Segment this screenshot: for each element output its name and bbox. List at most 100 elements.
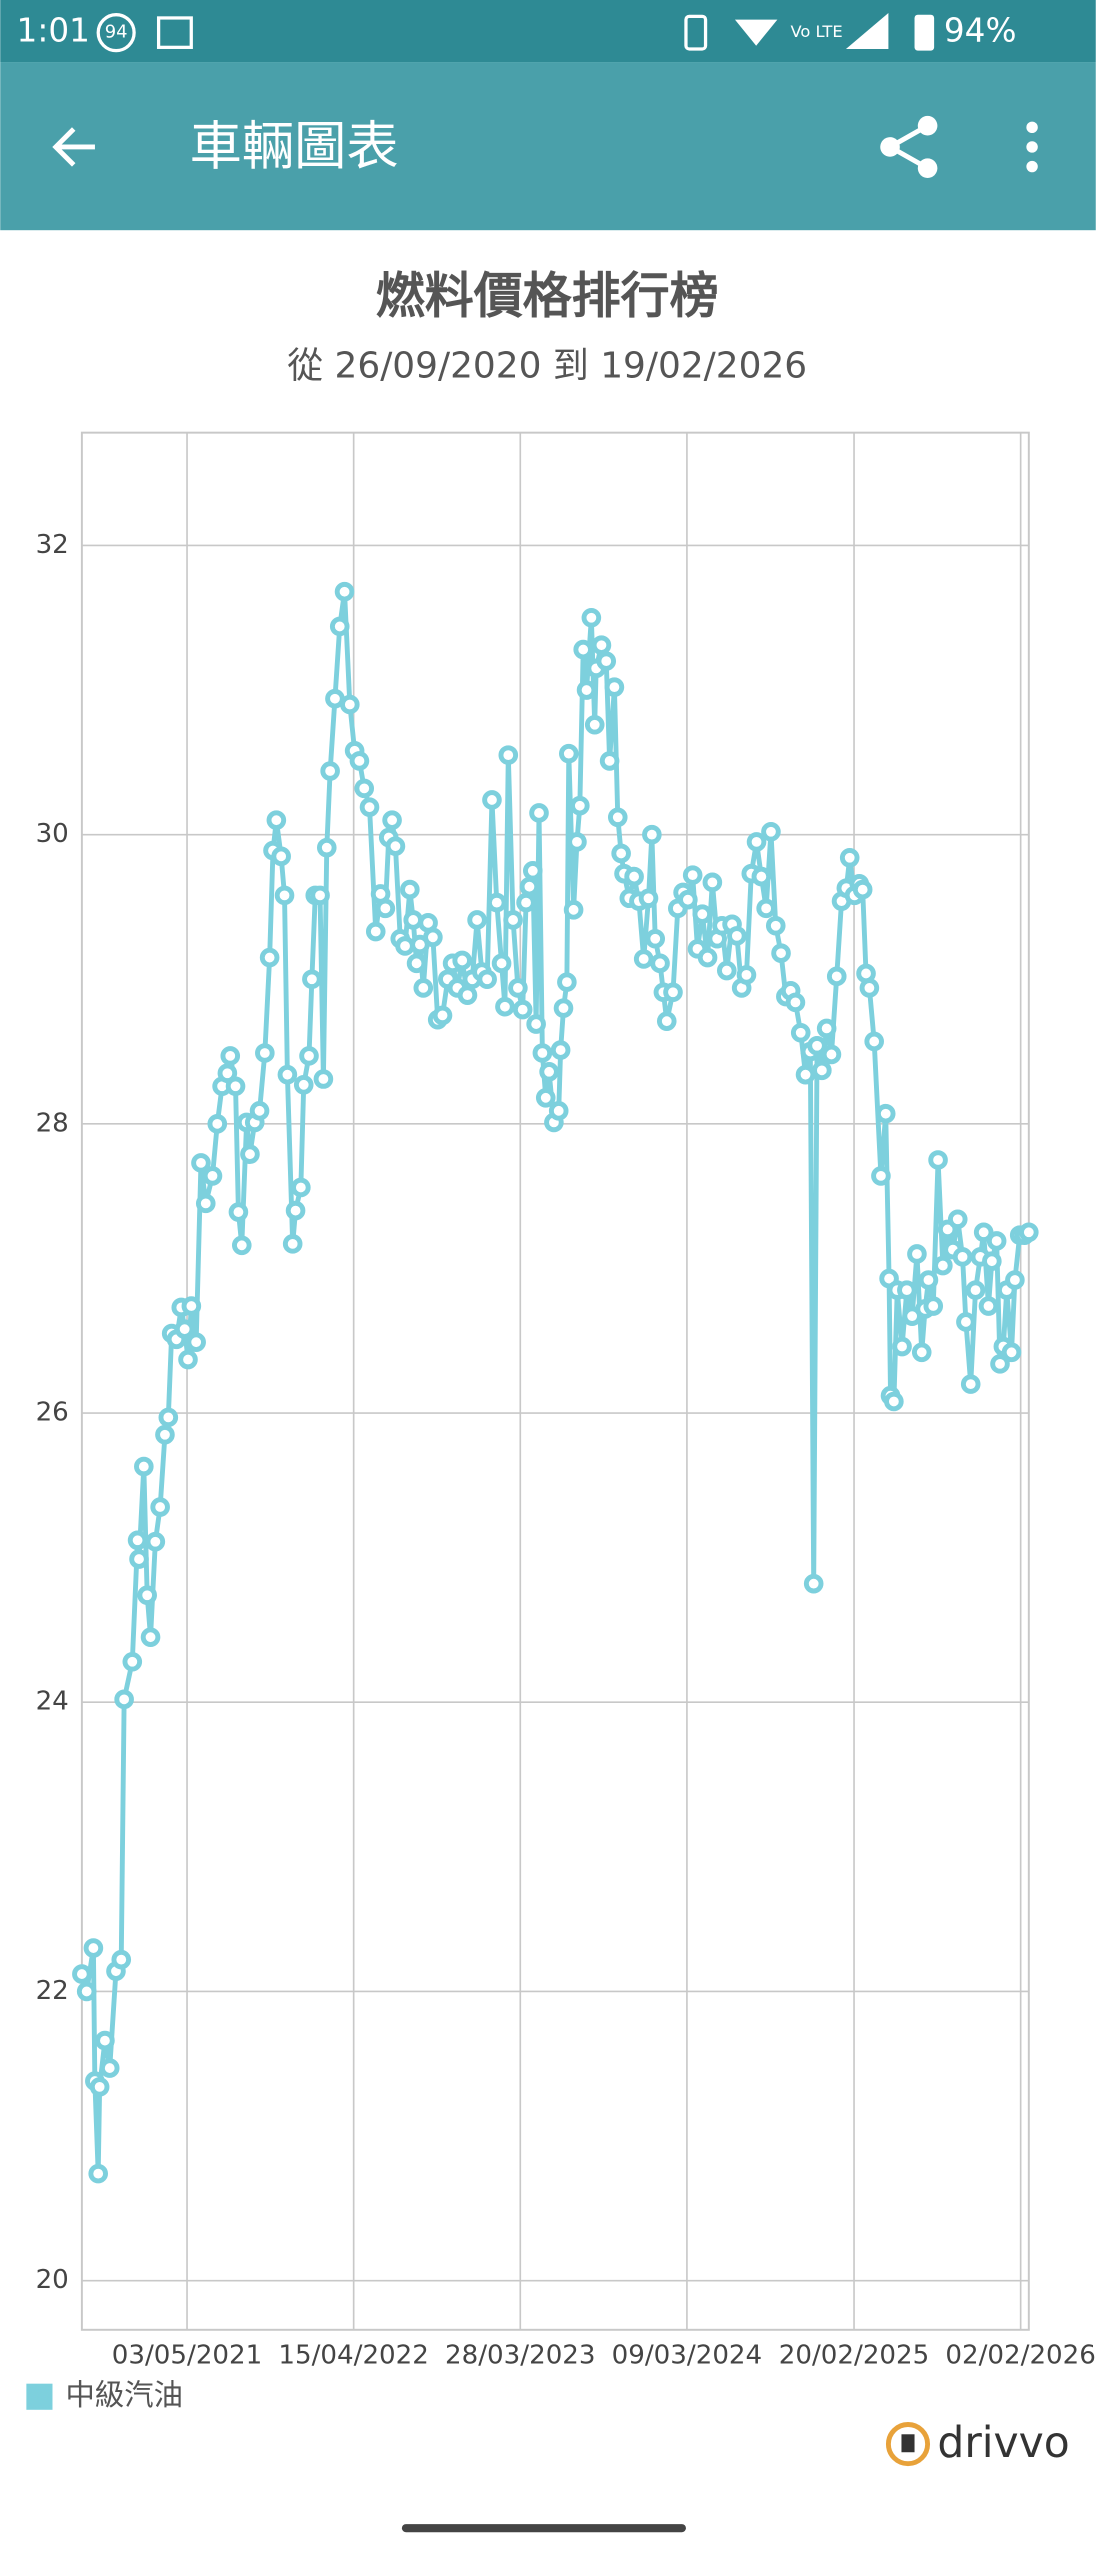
data-point (423, 927, 443, 948)
data-point (516, 892, 536, 913)
battery-icon (914, 14, 935, 51)
status-battery: 94% (944, 12, 1017, 50)
wifi-icon (734, 19, 778, 46)
data-point (220, 1046, 241, 1066)
legend-label: 中級汽油 (66, 2378, 184, 2412)
data-point (76, 1981, 97, 2002)
data-point (839, 847, 860, 868)
data-point (611, 843, 631, 864)
data-point (140, 1627, 161, 1647)
data-point (249, 1101, 270, 1121)
data-point (495, 996, 515, 1017)
data-point (765, 915, 786, 936)
data-point (871, 1166, 891, 1186)
data-point (526, 1014, 546, 1034)
y-tick-label: 24 (36, 1687, 69, 1717)
data-point (986, 1231, 1007, 1251)
data-point (313, 1069, 334, 1089)
x-tick-label: 03/05/2021 (112, 2340, 263, 2370)
data-point (563, 900, 584, 920)
data-point (576, 680, 597, 700)
data-point (293, 1075, 314, 1095)
data-point (928, 1150, 948, 1170)
y-tick-label: 22 (36, 1976, 69, 2006)
data-point (457, 985, 478, 1005)
data-point (816, 1018, 837, 1039)
data-point (702, 872, 723, 893)
data-point (650, 953, 670, 974)
data-point (1001, 1342, 1022, 1363)
data-point (181, 1296, 202, 1316)
menu-button[interactable] (1026, 121, 1038, 173)
y-tick-label: 28 (36, 1108, 69, 1138)
y-tick-label: 26 (36, 1398, 69, 1428)
back-button[interactable] (52, 127, 95, 167)
data-point (191, 1153, 211, 1173)
data-point (145, 1531, 166, 1552)
x-tick-label: 09/03/2024 (612, 2340, 762, 2370)
data-point (134, 1456, 154, 1477)
data-point (217, 1063, 238, 1084)
data-point (291, 1177, 311, 1198)
data-point (302, 969, 322, 990)
data-point (512, 999, 533, 1020)
data-point (947, 1209, 968, 1230)
data-point (923, 1296, 944, 1316)
data-point (413, 978, 434, 998)
share-button[interactable] (880, 115, 938, 178)
data-point (803, 1573, 824, 1594)
data-point (558, 743, 579, 764)
data-point (790, 1022, 811, 1043)
data-point (756, 898, 776, 919)
data-point (432, 1005, 453, 1026)
data-point (503, 910, 523, 930)
y-tick-label: 30 (36, 819, 69, 849)
data-point (548, 1101, 569, 1121)
data-point (567, 832, 587, 852)
data-point (973, 1222, 994, 1243)
data-point (467, 910, 487, 930)
data-point (907, 1244, 927, 1264)
brand-logo (885, 2422, 931, 2467)
data-point (406, 953, 427, 974)
data-point (285, 1200, 306, 1221)
data-point (539, 1061, 559, 1082)
data-point (498, 745, 519, 765)
x-tick-label: 28/03/2023 (445, 2340, 596, 2370)
data-point (491, 953, 512, 974)
data-point (310, 885, 330, 906)
vibrate-icon (684, 14, 708, 51)
data-point (334, 581, 355, 602)
data-point (486, 892, 507, 913)
chart-subtitle: 從 26/09/2020 到 19/02/2026 (287, 345, 807, 386)
data-point (129, 1549, 149, 1569)
data-point (550, 1040, 571, 1060)
data-point (678, 889, 698, 910)
badge-ring (96, 13, 136, 53)
data-point (933, 1255, 953, 1276)
chart-title: 燃料價格排行榜 (376, 267, 719, 324)
data-point (727, 926, 747, 946)
y-tick-label: 32 (36, 530, 69, 560)
data-point (645, 928, 666, 949)
data-point (277, 1064, 298, 1085)
data-point (255, 1043, 275, 1063)
data-point (761, 821, 781, 842)
data-point (956, 1312, 976, 1332)
data-point (522, 860, 543, 881)
data-point (240, 1144, 260, 1164)
data-point (892, 1336, 912, 1357)
data-point (122, 1651, 143, 1672)
data-point (299, 1046, 319, 1066)
data-point (960, 1374, 981, 1394)
data-point (186, 1332, 206, 1352)
data-point (692, 904, 713, 924)
plot-frame (80, 431, 1030, 2331)
plot: 20 22 24 26 28 30 32 03/05/2021 15/04/2022 28/03/… (26, 431, 1096, 2412)
x-tick-label: 15/04/2022 (278, 2340, 429, 2370)
data-point (155, 1424, 175, 1445)
data-point (271, 846, 291, 867)
legend-swatch (26, 2383, 53, 2410)
data-point (826, 966, 847, 987)
data-point (557, 972, 577, 992)
